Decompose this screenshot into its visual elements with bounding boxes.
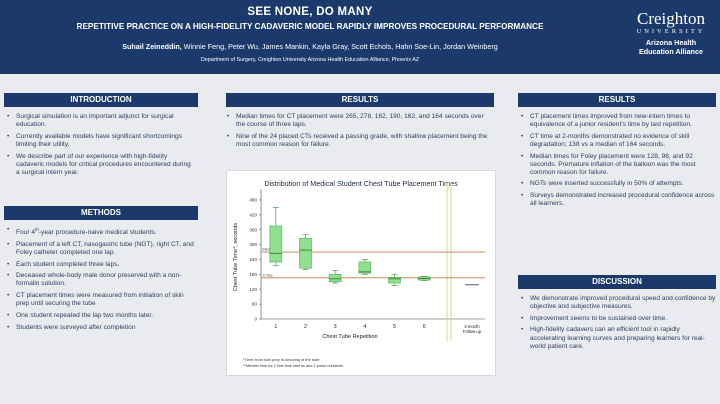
results-center-list: Median times for CT placement were 265, … xyxy=(226,113,492,153)
list-item: Surveys demonstrated increased procedura… xyxy=(520,192,716,208)
poster-title: SEE NONE, DO MANY xyxy=(247,6,373,18)
followup-label: Follow-up xyxy=(463,329,482,334)
list-item: CT placement times were measured from in… xyxy=(6,292,196,308)
creighton-logo: Creighton UNIVERSITY Arizona Health Educa… xyxy=(626,10,716,56)
footnote-1: *Time: from skin prep to securing of the… xyxy=(243,357,320,362)
list-item: Surgical simulation is an important adju… xyxy=(6,113,196,129)
results-heading-right: RESULTS xyxy=(518,93,716,107)
chart-panel: Distribution of Medical Student Chest Tu… xyxy=(226,170,496,376)
results-right-list: CT placement times improved from new-int… xyxy=(520,113,716,212)
y-tick-label: 240 xyxy=(249,257,257,262)
list-item: Improvement seems to be sustained over t… xyxy=(520,315,716,323)
y-tick-label: 480 xyxy=(249,198,257,203)
box-iqr xyxy=(358,261,372,274)
poster-subtitle: REPETITIVE PRACTICE ON A HIGH-FIDELITY C… xyxy=(76,22,544,31)
box-iqr xyxy=(388,277,401,284)
y-tick-label: 180 xyxy=(249,272,257,277)
lead-author: Suhail Zeineddin, xyxy=(122,42,182,51)
x-tick-label: 5 xyxy=(393,324,396,330)
list-item: We demonstrate improved procedural speed… xyxy=(520,295,716,311)
list-item: Median times for Foley placement were 12… xyxy=(520,153,716,177)
x-tick-label: 3 xyxy=(334,324,337,330)
methods-list: Four 4th-year procedure-naive medical st… xyxy=(6,226,196,335)
list-item: Placement of a left CT, nasogastric tube… xyxy=(6,241,196,257)
y-tick-label: 360 xyxy=(249,227,257,232)
box-plot-chart: 0 60 120 180 240 300 360 420 480 Chest Tube Time*… xyxy=(233,183,485,341)
poster-header: SEE NONE, DO MANY REPETITIVE PRACTICE ON… xyxy=(0,0,720,74)
department: Department of Surgery, Creighton Univers… xyxy=(200,57,420,63)
y-tick-label: 300 xyxy=(249,242,257,247)
y-axis-label: Chest Tube Time*, seconds xyxy=(233,223,239,292)
methods-text: -year procedure-naive medical students. xyxy=(38,229,157,237)
list-item: We describe part of our experience with … xyxy=(6,153,196,177)
box-iqr xyxy=(299,238,312,269)
list-item: Deceased whole-body male donor preserved… xyxy=(6,272,196,288)
y-tick-label: 420 xyxy=(249,212,257,217)
logo-line1: Arizona Health xyxy=(645,38,697,47)
reference-line-label: Jr. Res. xyxy=(262,273,274,277)
list-item: CT placement times improved from new-int… xyxy=(520,113,716,129)
methods-sup: th xyxy=(35,227,39,232)
box-iqr xyxy=(328,274,342,283)
list-item: High-fidelity cadavers can an efficient … xyxy=(520,326,716,350)
list-item: One student repeated the lap two months … xyxy=(6,312,196,320)
results-heading-center: RESULTS xyxy=(226,93,494,107)
methods-heading: METHODS xyxy=(4,206,198,220)
logo-alliance: Arizona Health Education Alliance xyxy=(626,38,716,56)
list-item: Median times for CT placement were 265, … xyxy=(226,113,492,129)
list-item: Students were surveyed after completion xyxy=(6,324,196,332)
y-tick-label: 120 xyxy=(249,287,257,292)
coauthors: Winnie Feng, Peter Wu, James Mankin, Kay… xyxy=(181,42,498,51)
list-item: NGTs were inserted successfully in 50% o… xyxy=(520,180,716,188)
list-item: Each student completed three laps. xyxy=(6,261,196,269)
author-list: Suhail Zeineddin, Winnie Feng, Peter Wu,… xyxy=(0,42,620,51)
y-tick-label: 60 xyxy=(252,302,258,307)
introduction-list: Surgical simulation is an important adju… xyxy=(6,113,196,180)
x-tick-label: 2 xyxy=(304,324,307,330)
box-iqr xyxy=(269,225,283,263)
list-item: Four 4th-year procedure-naive medical st… xyxy=(6,226,196,237)
footnote-2: **Median time for 2 first-time interns a… xyxy=(243,363,344,368)
list-item: CT time at 2-months demonstrated no evid… xyxy=(520,133,716,149)
logo-university: UNIVERSITY xyxy=(636,28,706,35)
logo-name: Creighton xyxy=(637,9,705,28)
x-tick-label: 6 xyxy=(423,324,426,330)
list-item: Nine of the 24 placed CTs received a pas… xyxy=(226,133,492,149)
x-tick-label: 1 xyxy=(274,324,277,330)
discussion-list: We demonstrate improved procedural speed… xyxy=(520,295,716,354)
chart-title: Distribution of Medical Student Chest Tu… xyxy=(264,179,458,188)
logo-line2: Education Alliance xyxy=(638,47,704,56)
introduction-heading: INTRODUCTION xyxy=(4,93,198,107)
discussion-heading: DISCUSSION xyxy=(518,275,716,289)
followup-label: 2-month xyxy=(464,324,480,329)
methods-text: Four 4 xyxy=(16,229,36,237)
reference-line-label: Intern xyxy=(262,248,271,252)
x-axis-label: Chest Tube Repetition xyxy=(322,334,377,340)
y-tick-label: 0 xyxy=(254,317,257,322)
x-tick-label: 4 xyxy=(363,324,366,330)
list-item: Currently available models have signific… xyxy=(6,133,196,149)
